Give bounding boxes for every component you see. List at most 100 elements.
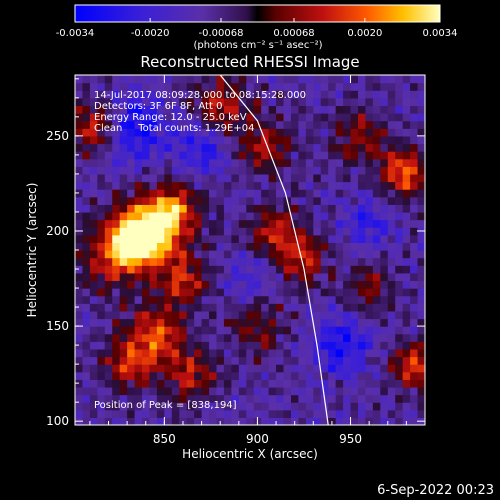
heatmap-cell: [127, 379, 136, 388]
heatmap-cell: [112, 341, 121, 350]
heatmap-cell: [320, 356, 329, 365]
heatmap-cell: [305, 303, 314, 312]
heatmap-cell: [343, 402, 352, 411]
heatmap-cell: [104, 326, 113, 335]
heatmap-cell: [223, 211, 232, 221]
heatmap-cell: [171, 82, 180, 91]
heatmap-cell: [313, 242, 322, 251]
heatmap-cell: [223, 219, 232, 228]
heatmap-cell: [372, 288, 381, 297]
heatmap-cell: [417, 90, 425, 99]
heatmap-cell: [261, 97, 270, 107]
heatmap-cell: [402, 250, 411, 259]
heatmap-cell: [395, 97, 404, 107]
heatmap-cell: [127, 417, 136, 425]
heatmap-cell: [223, 90, 232, 99]
heatmap-cell: [216, 135, 225, 145]
heatmap-cell: [402, 265, 411, 274]
heatmap-cell: [343, 288, 352, 297]
heatmap-cell: [320, 341, 329, 350]
heatmap-cell: [283, 348, 292, 358]
heatmap-cell: [134, 386, 143, 396]
heatmap-cell: [194, 288, 203, 297]
heatmap-cell: [201, 181, 210, 190]
heatmap-cell: [253, 158, 262, 167]
heatmap-cell: [328, 143, 337, 152]
heatmap-cell: [179, 356, 188, 365]
heatmap-cell: [149, 394, 158, 403]
heatmap-cell: [164, 227, 173, 236]
heatmap-cell: [261, 204, 270, 213]
heatmap-cell: [320, 326, 329, 335]
heatmap-cell: [97, 310, 106, 320]
heatmap-cell: [209, 158, 218, 167]
heatmap-cell: [305, 326, 314, 335]
heatmap-cell: [119, 97, 128, 107]
heatmap-cell: [350, 318, 359, 327]
heatmap-cell: [357, 318, 367, 327]
colorbar-gradient: [74, 4, 441, 23]
heatmap-cell: [313, 234, 322, 243]
heatmap-cell: [335, 409, 344, 418]
heatmap-cell: [216, 105, 225, 114]
heatmap-cell: [357, 242, 367, 251]
heatmap-cell: [156, 333, 165, 342]
heatmap-cell: [380, 113, 389, 122]
heatmap-cell: [350, 90, 359, 99]
heatmap-cell: [186, 379, 195, 388]
heatmap-cell: [231, 341, 240, 350]
heatmap-cell: [320, 371, 329, 380]
heatmap-cell: [209, 82, 218, 91]
heatmap-cell: [246, 272, 255, 282]
heatmap-cell: [380, 242, 389, 251]
heatmap-cell: [104, 166, 113, 175]
heatmap-cell: [343, 97, 352, 107]
heatmap-cell: [320, 97, 329, 107]
heatmap-cell: [387, 166, 396, 175]
heatmap-cell: [410, 379, 419, 388]
heatmap-cell: [380, 211, 389, 221]
heatmap-cell: [104, 386, 113, 396]
heatmap-cell: [134, 417, 143, 425]
heatmap-cell: [417, 310, 425, 320]
heatmap-cell: [290, 348, 300, 358]
heatmap-cell: [387, 227, 396, 236]
heatmap-cell: [171, 326, 180, 335]
heatmap-cell: [350, 181, 359, 190]
heatmap-cell: [209, 318, 218, 327]
heatmap-cell: [402, 196, 411, 205]
heatmap-cell: [186, 82, 195, 91]
heatmap-cell: [417, 288, 425, 297]
heatmap-cell: [238, 333, 247, 342]
heatmap-cell: [402, 348, 411, 358]
heatmap-cell: [395, 386, 404, 396]
heatmap-cell: [89, 204, 98, 213]
heatmap-cell: [164, 166, 173, 175]
heatmap-cell: [216, 113, 225, 122]
heatmap-cell: [75, 211, 84, 221]
heatmap-cell: [112, 371, 121, 380]
heatmap-cell: [387, 303, 396, 312]
heatmap-cell: [357, 341, 367, 350]
heatmap-cell: [261, 90, 270, 99]
heatmap-cell: [402, 280, 411, 289]
heatmap-cell: [261, 151, 270, 160]
heatmap-cell: [395, 242, 404, 251]
heatmap-cell: [387, 386, 396, 396]
heatmap-cell: [97, 250, 106, 259]
heatmap-cell: [82, 90, 91, 99]
heatmap-cell: [179, 364, 188, 373]
heatmap-cell: [387, 219, 396, 228]
heatmap-cell: [372, 128, 381, 137]
heatmap-cell: [365, 394, 374, 403]
heatmap-cell: [365, 128, 374, 137]
heatmap-cell: [142, 402, 151, 411]
heatmap-cell: [313, 211, 322, 221]
heatmap-cell: [134, 348, 143, 358]
heatmap-cell: [201, 242, 210, 251]
heatmap-cell: [119, 181, 128, 190]
heatmap-cell: [171, 295, 180, 304]
heatmap-cell: [134, 318, 143, 327]
heatmap-cell: [305, 97, 314, 107]
heatmap-cell: [246, 326, 255, 335]
